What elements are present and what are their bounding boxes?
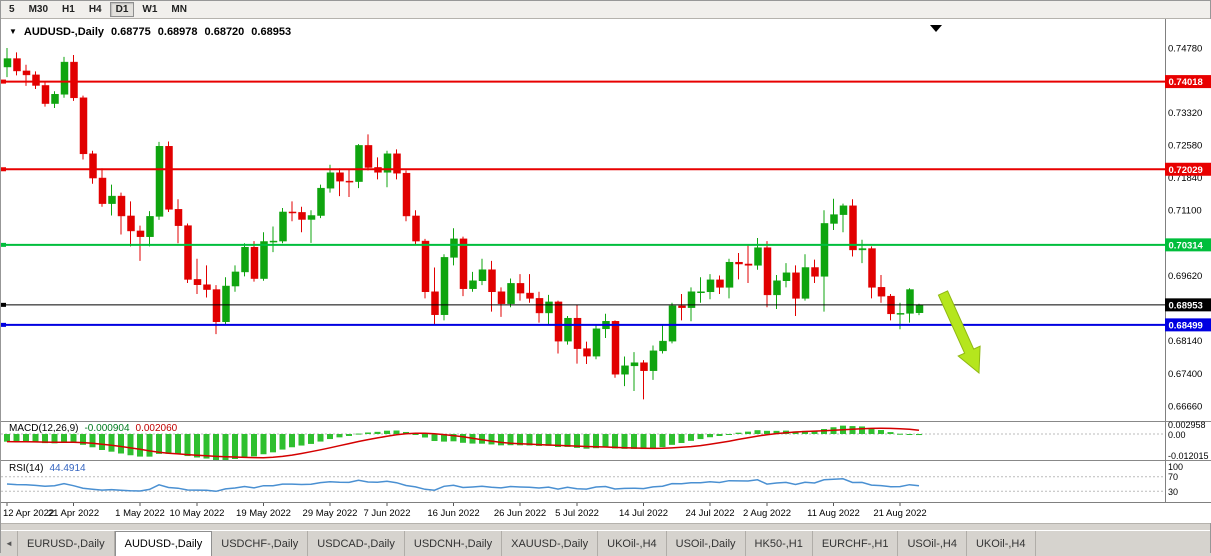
chart-tab-audusd-daily[interactable]: AUDUSD-,Daily — [114, 531, 213, 556]
svg-text:0.72029: 0.72029 — [1169, 165, 1203, 176]
timeframe-button-5[interactable]: 5 — [3, 2, 21, 17]
price-axis-label: 0.73320 — [1168, 108, 1202, 119]
price-badge-0.68499 — [1165, 318, 1211, 332]
rsi-line — [6, 478, 920, 493]
date-tick-label: 5 Jul 2022 — [555, 508, 599, 519]
date-tick-label: 1 May 2022 — [115, 508, 165, 519]
macd-panel — [1, 425, 1165, 460]
candlestick-chart[interactable]: 0.74780 0.73320 0.72580 0.71840 0.71100 0.696… — [1, 19, 1211, 523]
price-axis-label: 0.71100 — [1168, 206, 1202, 217]
price-badge-0.68953 — [1165, 298, 1211, 312]
price-badge-0.74018 — [1165, 75, 1211, 89]
price-badge-0.72029 — [1165, 162, 1211, 176]
svg-text:0.74018: 0.74018 — [1169, 77, 1203, 88]
date-tick-label: 10 May 2022 — [170, 508, 225, 519]
chart-tab-usdcnh-daily[interactable]: USDCNH-,Daily — [405, 531, 503, 556]
chart-tab-xauusd-daily[interactable]: XAUUSD-,Daily — [502, 531, 599, 556]
timeframe-button-h1[interactable]: H1 — [56, 2, 81, 17]
timeframe-button-w1[interactable]: W1 — [136, 2, 163, 17]
timeframe-button-mn[interactable]: MN — [165, 2, 193, 17]
down-trend-arrow[interactable] — [937, 290, 981, 375]
macd-signal-line — [6, 427, 920, 459]
timeframe-toolbar: 5 M30 H1 H4 D1 W1 MN — [1, 1, 1210, 19]
chart-tab-usoil-h4[interactable]: USOil-,H4 — [898, 531, 967, 556]
price-axis-label: 0.66660 — [1168, 401, 1202, 412]
price-axis-label: 0.74780 — [1168, 44, 1202, 55]
chart-tab-bar: ◄ EURUSD-,Daily AUDUSD-,Daily USDCHF-,Dail… — [1, 530, 1210, 556]
date-tick-label: 19 May 2022 — [236, 508, 291, 519]
date-tick-label: 29 May 2022 — [303, 508, 358, 519]
tab-scroll-left-button[interactable]: ◄ — [1, 531, 18, 556]
price-badge-0.70314 — [1165, 238, 1211, 252]
timeframe-button-d1[interactable]: D1 — [109, 2, 135, 17]
chart-tab-eurusd-daily[interactable]: EURUSD-,Daily — [18, 531, 115, 556]
price-axis-label: 0.72580 — [1168, 140, 1202, 151]
date-tick-label: 21 Aug 2022 — [873, 508, 926, 519]
date-tick-label: 14 Jul 2022 — [619, 508, 668, 519]
window-gap-strip — [1, 523, 1210, 530]
chart-tab-usdcad-daily[interactable]: USDCAD-,Daily — [308, 531, 405, 556]
timeframe-button-h4[interactable]: H4 — [83, 2, 108, 17]
price-axis: 0.74780 0.73320 0.72580 0.71840 0.71100 0.696… — [1165, 44, 1211, 412]
chart-tab-ukoil-h4[interactable]: UKOil-,H4 — [967, 531, 1036, 556]
chart-shift-marker-icon — [930, 25, 942, 32]
price-axis-label: 0.67400 — [1168, 369, 1202, 380]
date-tick-label: 2 Aug 2022 — [743, 508, 791, 519]
chart-tab-usdchf-daily[interactable]: USDCHF-,Daily — [212, 531, 309, 556]
chart-tab-ukoil-h4[interactable]: UKOil-,H4 — [598, 531, 667, 556]
horizontal-lines-layer — [1, 79, 1165, 327]
date-tick-label: 26 Jun 2022 — [494, 508, 546, 519]
rsi-panel — [1, 476, 1165, 493]
svg-text:0.68499: 0.68499 — [1169, 320, 1203, 331]
date-tick-label: 21 Apr 2022 — [48, 508, 99, 519]
price-axis-label: 0.69620 — [1168, 271, 1202, 282]
chart-tab-hk50-h1[interactable]: HK50-,H1 — [746, 531, 813, 556]
date-tick-label: 24 Jul 2022 — [685, 508, 734, 519]
date-tick-label: 12 Apr 2022 — [3, 508, 54, 519]
date-tick-label: 16 Jun 2022 — [427, 508, 479, 519]
chart-tab-usoil-daily[interactable]: USOil-,Daily — [667, 531, 746, 556]
date-tick-label: 7 Jun 2022 — [363, 508, 410, 519]
chart-area[interactable]: 0.74780 0.73320 0.72580 0.71840 0.71100 0.696… — [1, 19, 1211, 523]
price-axis-label: 0.68140 — [1168, 336, 1202, 347]
chart-tab-eurchf-h1[interactable]: EURCHF-,H1 — [813, 531, 899, 556]
date-tick-label: 11 Aug 2022 — [807, 508, 860, 519]
candles-layer — [3, 48, 924, 400]
price-axis-label: 0.71840 — [1168, 173, 1202, 184]
svg-text:0.70314: 0.70314 — [1169, 240, 1204, 251]
timeframe-button-m30[interactable]: M30 — [23, 2, 54, 17]
svg-text:0.68953: 0.68953 — [1169, 300, 1203, 311]
